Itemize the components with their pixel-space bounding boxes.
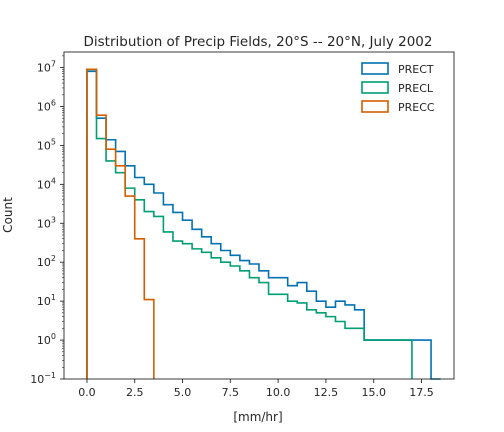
x-axis-label: [mm/hr]	[233, 410, 282, 424]
y-axis: 10−1 100 101 102 103 104 105 106 107	[30, 55, 64, 386]
y-tick-label: 103	[37, 215, 56, 230]
y-tick-label: 104	[37, 176, 56, 191]
legend-label-precc: PRECC	[398, 101, 435, 114]
legend-swatch-prect	[361, 62, 389, 75]
x-tick-label: 10.0	[266, 386, 291, 399]
x-tick-label: 5.0	[174, 386, 192, 399]
y-tick-label: 101	[37, 293, 56, 308]
y-tick-label: 107	[37, 60, 56, 75]
x-axis: 0.0 2.5 5.0 7.5 10.0 12.5 15.0 17.5	[78, 379, 434, 399]
legend-swatch-precl	[361, 81, 389, 94]
legend-label-prect: PRECT	[398, 63, 434, 76]
x-tick-label: 2.5	[126, 386, 144, 399]
series-layer	[86, 68, 441, 380]
legend: PRECT PRECL PRECC	[361, 62, 435, 114]
legend-swatch-precc	[361, 100, 389, 113]
series-prect-histogram	[86, 70, 441, 380]
series-precc-histogram	[86, 68, 155, 379]
y-tick-label: 10−1	[30, 371, 56, 386]
y-tick-label: 106	[37, 99, 56, 114]
y-tick-label: 105	[37, 137, 56, 152]
y-tick-label: 102	[37, 254, 56, 269]
x-tick-label: 0.0	[78, 386, 96, 399]
y-axis-label: Count	[1, 197, 15, 233]
y-tick-label: 100	[37, 332, 56, 347]
x-tick-label: 12.5	[314, 386, 339, 399]
chart-title: Distribution of Precip Fields, 20°S -- 2…	[84, 34, 433, 50]
plot-frame	[63, 51, 455, 380]
x-tick-label: 17.5	[409, 386, 434, 399]
x-tick-label: 7.5	[222, 386, 240, 399]
legend-label-precl: PRECL	[398, 82, 434, 95]
series-precl-histogram	[86, 68, 413, 379]
x-tick-label: 15.0	[361, 386, 386, 399]
